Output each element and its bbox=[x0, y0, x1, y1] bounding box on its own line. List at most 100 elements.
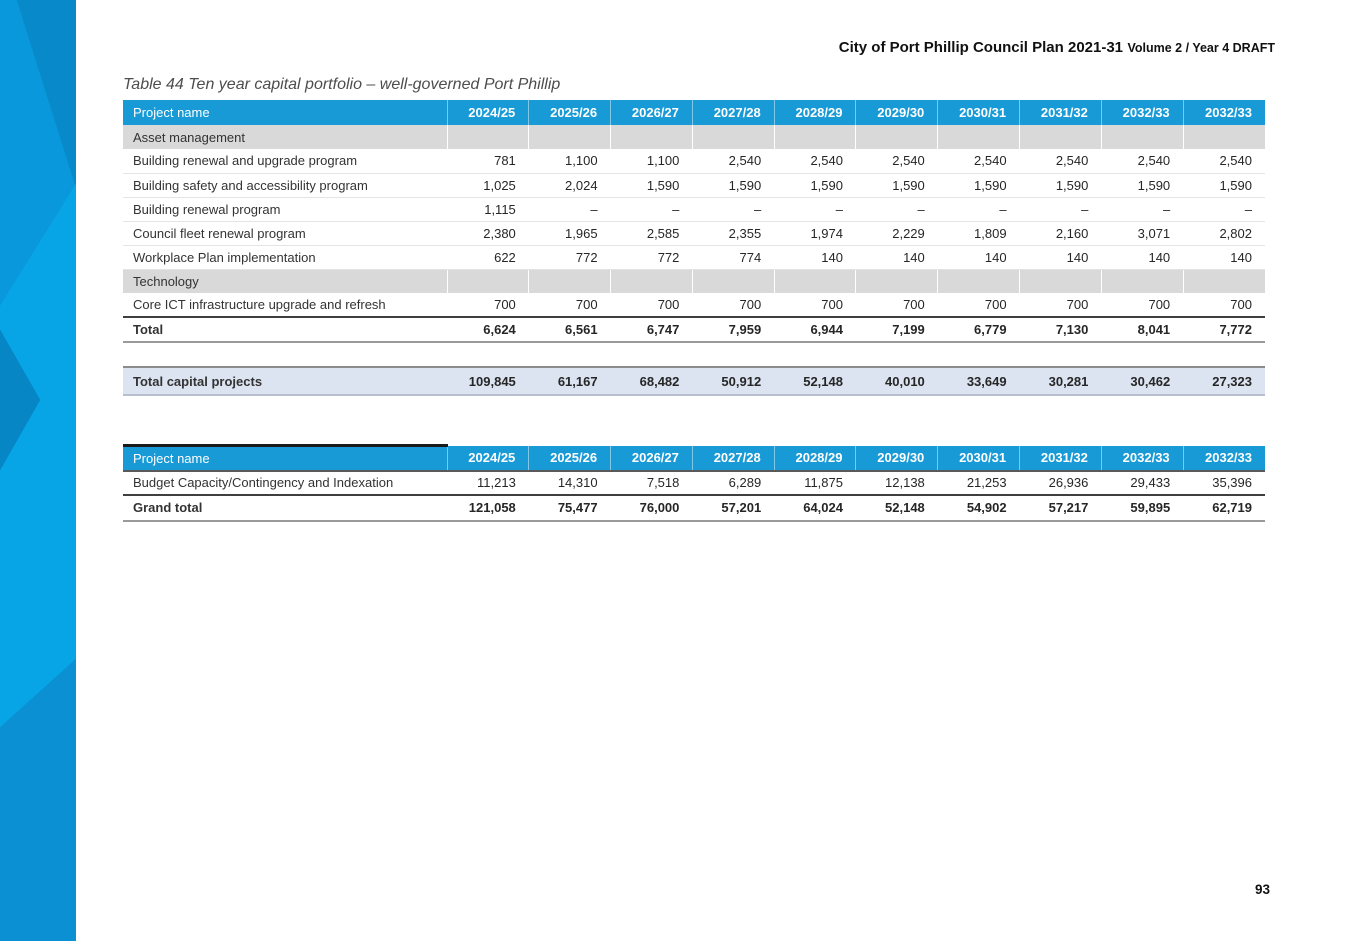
value-cell: 50,912 bbox=[692, 366, 775, 396]
value-cell: 3,071 bbox=[1101, 221, 1184, 246]
value-cell: 1,590 bbox=[855, 173, 938, 198]
column-header-year: 2032/33 bbox=[1100, 100, 1184, 125]
value-cell bbox=[1100, 269, 1184, 293]
value-cell: 6,561 bbox=[528, 316, 611, 343]
value-cell: – bbox=[610, 197, 693, 222]
value-cell: 700 bbox=[1019, 293, 1102, 318]
value-cell bbox=[937, 269, 1020, 293]
value-cell: – bbox=[1183, 197, 1265, 222]
document-title: City of Port Phillip Council Plan 2021-3… bbox=[838, 39, 1124, 56]
value-cell: 700 bbox=[692, 293, 775, 318]
value-cell: 2,229 bbox=[855, 221, 938, 246]
value-cell: 774 bbox=[692, 245, 775, 270]
value-cell bbox=[1019, 269, 1102, 293]
section-row: Asset management bbox=[123, 125, 1265, 149]
value-cell bbox=[773, 125, 856, 149]
column-header-year: 2032/33 bbox=[1100, 445, 1184, 472]
value-cell: 27,323 bbox=[1183, 366, 1265, 396]
value-cell: 700 bbox=[1183, 293, 1265, 318]
value-cell bbox=[1019, 125, 1102, 149]
value-cell: 7,199 bbox=[855, 316, 938, 343]
value-cell: 64,024 bbox=[774, 493, 856, 522]
value-cell: 59,895 bbox=[1101, 493, 1184, 522]
value-cell: 68,482 bbox=[610, 366, 693, 396]
project-name-cell: Building renewal and upgrade program bbox=[123, 149, 447, 174]
value-cell: 1,974 bbox=[774, 221, 856, 246]
value-cell: 6,624 bbox=[447, 316, 529, 343]
header-row: Project name 2024/25 2025/26 2026/27 2027/28… bbox=[123, 444, 1265, 472]
column-header-year: 2029/30 bbox=[855, 100, 938, 125]
value-cell: 7,130 bbox=[1019, 316, 1102, 343]
value-cell: 2,540 bbox=[1019, 149, 1102, 174]
value-cell: 700 bbox=[447, 293, 529, 318]
value-cell: 140 bbox=[1019, 245, 1102, 270]
value-cell: 772 bbox=[528, 245, 611, 270]
column-header-project-name: Project name bbox=[123, 100, 447, 125]
value-cell: 61,167 bbox=[528, 366, 611, 396]
grand-total-row: Grand total 121,058 75,477 76,000 57,201 64,0… bbox=[123, 493, 1265, 522]
value-cell: 781 bbox=[447, 149, 529, 174]
page-number: 93 bbox=[1254, 882, 1270, 897]
value-cell bbox=[446, 269, 529, 293]
value-cell bbox=[610, 125, 693, 149]
table-row: Workplace Plan implementation 622 772 772 77… bbox=[123, 245, 1265, 270]
table-row: Building safety and accessibility progra… bbox=[123, 173, 1265, 198]
value-cell: – bbox=[937, 197, 1020, 222]
decorative-sidebar bbox=[0, 0, 76, 941]
value-cell: 1,590 bbox=[1183, 173, 1265, 198]
column-header-year: 2028/29 bbox=[773, 445, 856, 472]
project-name-cell: Core ICT infrastructure upgrade and refr… bbox=[123, 293, 447, 318]
document-header: City of Port Phillip Council Plan 2021-3… bbox=[839, 39, 1275, 57]
value-cell: 52,148 bbox=[774, 366, 856, 396]
value-cell bbox=[691, 125, 775, 149]
value-cell: 11,875 bbox=[804, 475, 843, 490]
value-cell: 2,024 bbox=[528, 173, 611, 198]
table-row: Budget Capacity/Contingency and Indexati… bbox=[123, 471, 1265, 495]
column-header-year: 2031/32 bbox=[1019, 445, 1102, 472]
value-cell bbox=[610, 269, 693, 293]
project-name-cell: Total bbox=[123, 316, 447, 343]
value-cell: 33,649 bbox=[937, 366, 1020, 396]
total-capital-projects-row: Total capital projects 109,845 61,167 68,48… bbox=[123, 366, 1265, 396]
project-name-cell: Building safety and accessibility progra… bbox=[123, 173, 447, 198]
value-cell: 1,590 bbox=[1101, 173, 1184, 198]
table-row: Core ICT infrastructure upgrade and refr… bbox=[123, 293, 1265, 318]
table-row: Building renewal program 1,115– – – – – – – – – bbox=[123, 197, 1265, 222]
value-cell: 140 bbox=[1183, 245, 1265, 270]
value-cell: 7,772 bbox=[1183, 316, 1265, 343]
value-cell bbox=[937, 125, 1020, 149]
value-cell: – bbox=[692, 197, 775, 222]
value-cell: 57,217 bbox=[1019, 493, 1102, 522]
value-cell: 7,959 bbox=[692, 316, 775, 343]
project-name-cell: Technology bbox=[123, 269, 447, 293]
value-cell: 700 bbox=[610, 293, 693, 318]
value-cell bbox=[855, 269, 938, 293]
value-cell: 2,802 bbox=[1183, 221, 1265, 246]
value-cell: 29,433 bbox=[1130, 475, 1171, 490]
total-capital-projects-table: Total capital projects 109,845 61,167 68,48… bbox=[123, 366, 1265, 396]
value-cell: 2,540 bbox=[1101, 149, 1184, 174]
value-cell: – bbox=[528, 197, 611, 222]
project-name-cell: Asset management bbox=[123, 125, 447, 149]
project-name-cell: Building renewal program bbox=[123, 197, 447, 222]
total-row: Total 6,624 6,561 6,747 7,959 6,944 7,199 6,779… bbox=[123, 316, 1265, 343]
value-cell: – bbox=[855, 197, 938, 222]
column-header-year: 2024/25 bbox=[446, 100, 529, 125]
value-cell: 2,540 bbox=[774, 149, 856, 174]
capital-portfolio-table: Project name 2024/25 2025/26 2026/27 2027/28… bbox=[123, 100, 1265, 343]
value-cell: 2,585 bbox=[610, 221, 693, 246]
project-name-cell: Budget Capacity/Contingency and Indexati… bbox=[133, 475, 394, 490]
value-cell: 6,944 bbox=[774, 316, 856, 343]
value-cell: 700 bbox=[528, 293, 611, 318]
value-cell: 1,590 bbox=[774, 173, 856, 198]
value-cell: 62,719 bbox=[1183, 493, 1265, 522]
value-cell: 140 bbox=[1101, 245, 1184, 270]
column-header-year: 2027/28 bbox=[691, 445, 775, 472]
value-cell: 2,380 bbox=[447, 221, 529, 246]
value-cell: 75,477 bbox=[528, 493, 611, 522]
value-cell: 1,590 bbox=[1019, 173, 1102, 198]
value-cell bbox=[528, 269, 611, 293]
value-cell bbox=[773, 269, 856, 293]
value-cell: 6,289 bbox=[728, 475, 762, 490]
table-row: Council fleet renewal program 2,380 1,965 2… bbox=[123, 221, 1265, 246]
